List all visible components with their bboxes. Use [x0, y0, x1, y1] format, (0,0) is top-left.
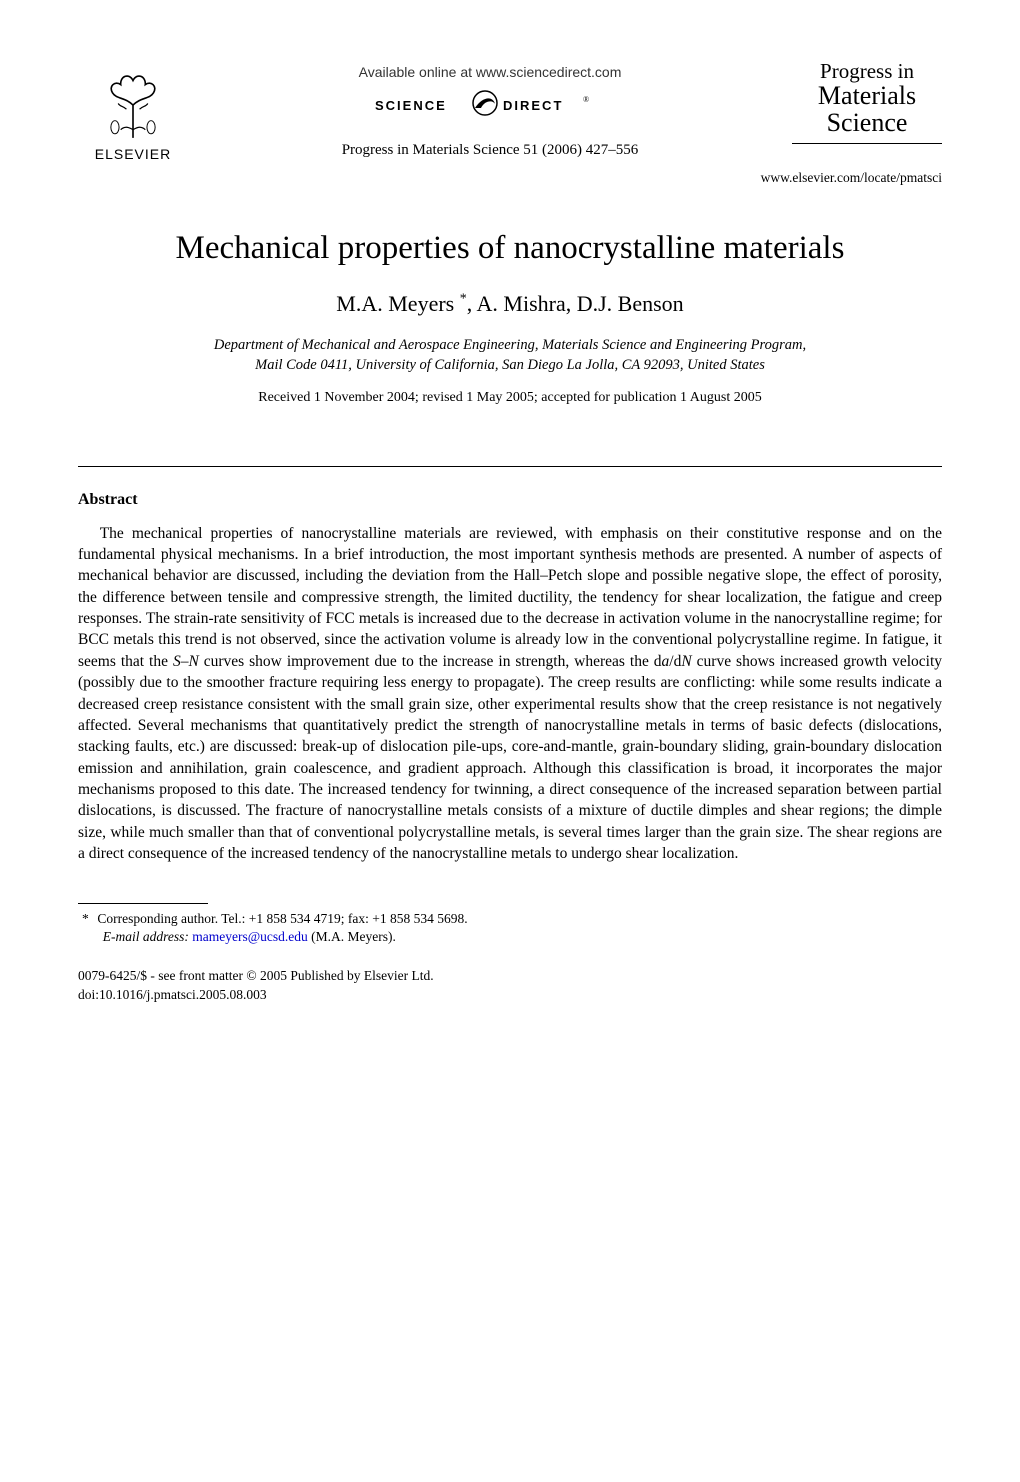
authors: M.A. Meyers *, A. Mishra, D.J. Benson — [78, 291, 942, 317]
email-label: E-mail address: — [103, 929, 189, 944]
article-title: Mechanical properties of nanocrystalline… — [78, 230, 942, 267]
journal-url: www.elsevier.com/locate/pmatsci — [78, 170, 942, 186]
sd-left: SCIENCE — [375, 98, 447, 113]
copyright-block: 0079-6425/$ - see front matter © 2005 Pu… — [78, 967, 942, 1005]
header-center: Available online at www.sciencedirect.co… — [188, 60, 792, 159]
elsevier-logo-block: ELSEVIER — [78, 60, 188, 162]
journal-reference: Progress in Materials Science 51 (2006) … — [188, 142, 792, 159]
sciencedirect-logo: SCIENCE DIRECT ® — [375, 90, 605, 120]
email-link[interactable]: mameyers@ucsd.edu — [192, 929, 308, 944]
abstract-text: The mechanical properties of nanocrystal… — [78, 523, 942, 865]
corresponding-text: Corresponding author. Tel.: +1 858 534 4… — [97, 911, 467, 926]
affiliation: Department of Mechanical and Aerospace E… — [78, 335, 942, 376]
elsevier-name: ELSEVIER — [78, 146, 188, 162]
elsevier-tree-icon — [92, 60, 174, 142]
copyright-line1: 0079-6425/$ - see front matter © 2005 Pu… — [78, 968, 434, 983]
journal-logo-box: Progress in Materials Science — [792, 60, 942, 144]
header-top-bar: ELSEVIER Available online at www.science… — [78, 60, 942, 162]
affiliation-line1: Department of Mechanical and Aerospace E… — [214, 337, 806, 353]
abstract-rule — [78, 466, 942, 467]
journal-logo-line3: Science — [792, 109, 942, 136]
email-paren: (M.A. Meyers). — [311, 929, 396, 944]
available-online-text: Available online at www.sciencedirect.co… — [188, 64, 792, 80]
received-line: Received 1 November 2004; revised 1 May … — [78, 390, 942, 406]
doi-line: doi:10.1016/j.pmatsci.2005.08.003 — [78, 987, 267, 1002]
journal-logo-line2: Materials — [792, 82, 942, 109]
footnote-marker: * — [82, 910, 94, 929]
journal-logo-line1: Progress in — [792, 60, 942, 82]
sd-right: DIRECT — [503, 98, 563, 113]
corresponding-author-footnote: * Corresponding author. Tel.: +1 858 534… — [78, 910, 942, 948]
abstract-heading: Abstract — [78, 491, 942, 509]
affiliation-line2: Mail Code 0411, University of California… — [255, 357, 765, 373]
svg-text:®: ® — [583, 95, 589, 104]
footnote-rule — [78, 903, 208, 904]
